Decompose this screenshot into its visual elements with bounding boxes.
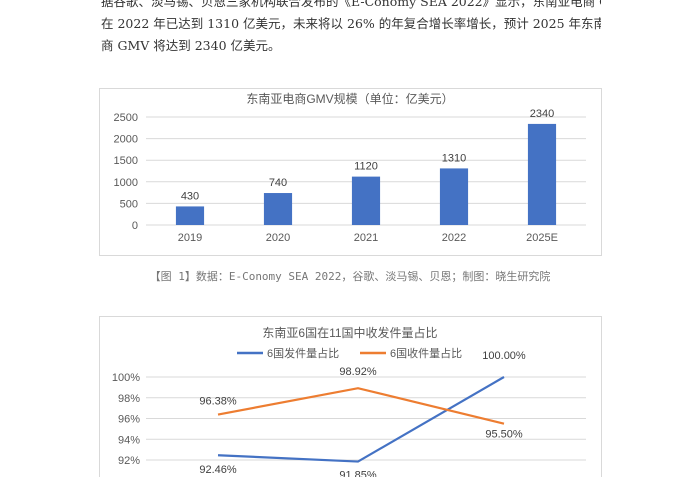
shipment-chart-title: 东南亚6国在11国中收发件量占比 bbox=[262, 325, 437, 340]
gmv-bar-chart-svg: 东南亚电商GMV规模（单位：亿美元） 0 500 1000 1500 2000 2500 4… bbox=[114, 91, 586, 244]
y-tick-label: 2000 bbox=[114, 134, 138, 146]
article-line-1: 据谷歌、淡马锡、贝恩三家机构联合发布的《E-Conomy SEA 2022》显示… bbox=[101, 0, 601, 9]
y-tick-label: 92% bbox=[118, 455, 140, 467]
x-tick-label: 2021 bbox=[354, 232, 378, 244]
point-data-label: 98.92% bbox=[339, 366, 377, 378]
y-tick-label: 1500 bbox=[114, 155, 138, 167]
legend-label: 6国发件量占比 bbox=[267, 346, 339, 360]
article-line-2: 在 2022 年已达到 1310 亿美元，未来将以 26% 的年复合增长率增长，… bbox=[101, 16, 601, 31]
gmv-chart-title: 东南亚电商GMV规模（单位：亿美元） bbox=[246, 91, 453, 106]
y-tick-label: 96% bbox=[118, 414, 140, 426]
x-tick-label: 2019 bbox=[178, 232, 202, 244]
y-tick-label: 500 bbox=[120, 198, 138, 210]
y-tick-label: 1000 bbox=[114, 177, 138, 189]
series-line bbox=[217, 376, 505, 463]
point-data-label: 100.00% bbox=[482, 350, 526, 362]
x-tick-label: 2020 bbox=[266, 232, 290, 244]
bar-data-label: 1120 bbox=[354, 161, 378, 173]
y-tick-label: 0 bbox=[132, 220, 138, 232]
point-data-label: 96.38% bbox=[199, 396, 237, 408]
x-tick-label: 2025E bbox=[526, 232, 558, 244]
point-data-label: 95.50% bbox=[485, 429, 523, 441]
point-data-label: 91.85% bbox=[339, 470, 377, 477]
legend-label: 6国收件量占比 bbox=[390, 346, 462, 360]
bar-data-label: 740 bbox=[269, 177, 287, 189]
figure-caption: 【图 1】数据：E-Conomy SEA 2022，谷歌、淡马锡、贝恩；制图：晓… bbox=[149, 270, 551, 283]
bar bbox=[263, 193, 293, 225]
shipment-share-chart: 东南亚6国在11国中收发件量占比 92% 94% 96% 98% 100% 6国发件量占比… bbox=[99, 316, 602, 477]
series-line bbox=[217, 387, 505, 425]
article-line-3: 商 GMV 将达到 2340 亿美元。 bbox=[101, 38, 281, 53]
bar-data-label: 1310 bbox=[442, 152, 466, 164]
bar-data-label: 2340 bbox=[530, 108, 554, 120]
y-tick-label: 98% bbox=[118, 393, 140, 405]
bar bbox=[351, 176, 381, 225]
y-tick-label: 2500 bbox=[114, 112, 138, 124]
gmv-chart: 东南亚电商GMV规模（单位：亿美元） 0 500 1000 1500 2000 2500 4… bbox=[99, 88, 602, 256]
bar-data-label: 430 bbox=[181, 190, 199, 202]
bar bbox=[527, 123, 557, 225]
shipment-line-chart-svg: 东南亚6国在11国中收发件量占比 92% 94% 96% 98% 100% 6国发件量占比… bbox=[112, 325, 586, 477]
y-tick-label: 94% bbox=[118, 434, 140, 446]
bar bbox=[175, 206, 205, 225]
y-tick-label: 100% bbox=[112, 372, 140, 384]
bar bbox=[439, 168, 469, 225]
x-tick-label: 2022 bbox=[442, 232, 466, 244]
point-data-label: 92.46% bbox=[199, 464, 237, 476]
